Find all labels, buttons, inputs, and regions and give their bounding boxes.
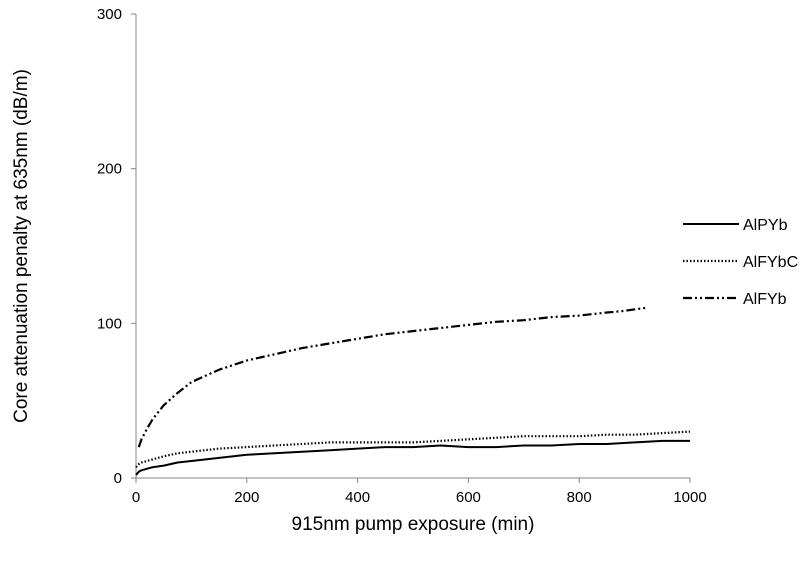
x-tick-label: 1000 xyxy=(673,489,706,506)
y-tick-label: 100 xyxy=(97,315,122,332)
legend-label-alfybce: AlFYbCe xyxy=(743,254,799,271)
x-tick-label: 200 xyxy=(234,489,259,506)
series-line-alpyb xyxy=(135,439,690,476)
y-tick-label: 300 xyxy=(97,6,122,23)
y-tick-label: 200 xyxy=(97,161,122,178)
x-tick-label: 0 xyxy=(132,489,140,506)
series-group xyxy=(135,306,691,476)
x-axis-title: 915nm pump exposure (min) xyxy=(292,514,535,535)
series-line-alfybce xyxy=(135,430,691,468)
axes: 0 100 200 300 0 200 400 600 800 1000 xyxy=(97,6,707,506)
y-tick-label: 0 xyxy=(114,470,122,487)
legend-label-alpyb: AlPYb xyxy=(743,217,788,234)
y-axis-title: Core attenuation penalty at 635nm (dB/m) xyxy=(11,69,32,423)
series-line-alfyb xyxy=(137,306,646,448)
x-tick-label: 800 xyxy=(567,489,592,506)
legend: AlPYb AlFYbCe AlFYb xyxy=(683,217,799,308)
legend-label-alfyb: AlFYb xyxy=(743,291,787,308)
x-tick-label: 400 xyxy=(345,489,370,506)
x-tick-label: 600 xyxy=(456,489,481,506)
